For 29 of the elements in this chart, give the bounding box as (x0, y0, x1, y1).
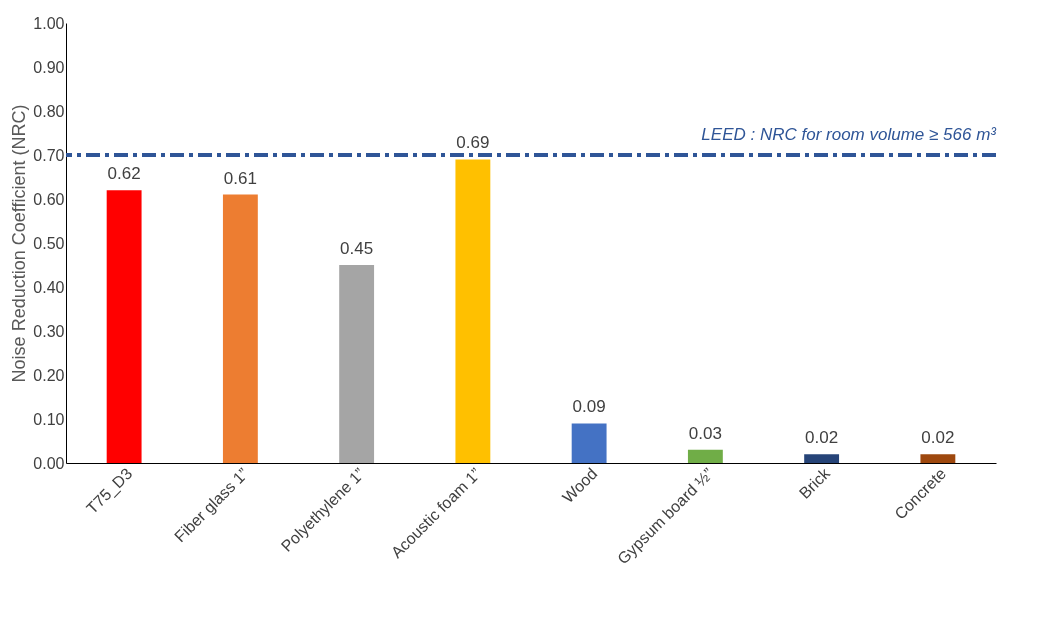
bar (687, 449, 723, 463)
ref-line-label: LEED : NRC for room volume ≥ 566 m³ (701, 125, 998, 144)
bar (920, 454, 956, 463)
data-label: 0.09 (572, 397, 606, 417)
data-label: 0.69 (456, 133, 490, 153)
data-label: 0.02 (921, 428, 955, 448)
data-label: 0.03 (688, 423, 722, 443)
bar (339, 265, 375, 463)
data-label: 0.62 (107, 164, 141, 184)
data-label: 0.45 (340, 239, 374, 258)
y-tick-label: 0.40 (33, 278, 65, 296)
bar (571, 423, 607, 463)
y-tick-label: 0.60 (33, 190, 65, 208)
y-tick-label: 1.00 (33, 14, 65, 32)
y-tick-label: 0.10 (33, 410, 65, 428)
y-tick-label: 0.80 (33, 102, 65, 120)
bar (222, 194, 258, 463)
y-axis-title: Noise Reduction Coefficient (NRC) (9, 104, 30, 383)
y-tick-label: 0.30 (33, 322, 65, 340)
y-tick-label: 0.70 (33, 146, 65, 164)
y-tick-label: 0.90 (33, 58, 65, 76)
data-label: 0.61 (223, 168, 257, 188)
y-tick-label: 0.00 (33, 454, 65, 472)
bar (804, 454, 840, 463)
bar (106, 190, 142, 463)
data-label: 0.02 (805, 428, 839, 448)
y-tick-label: 0.20 (33, 366, 65, 384)
y-tick-label: 0.50 (33, 234, 65, 252)
bar (455, 159, 491, 463)
